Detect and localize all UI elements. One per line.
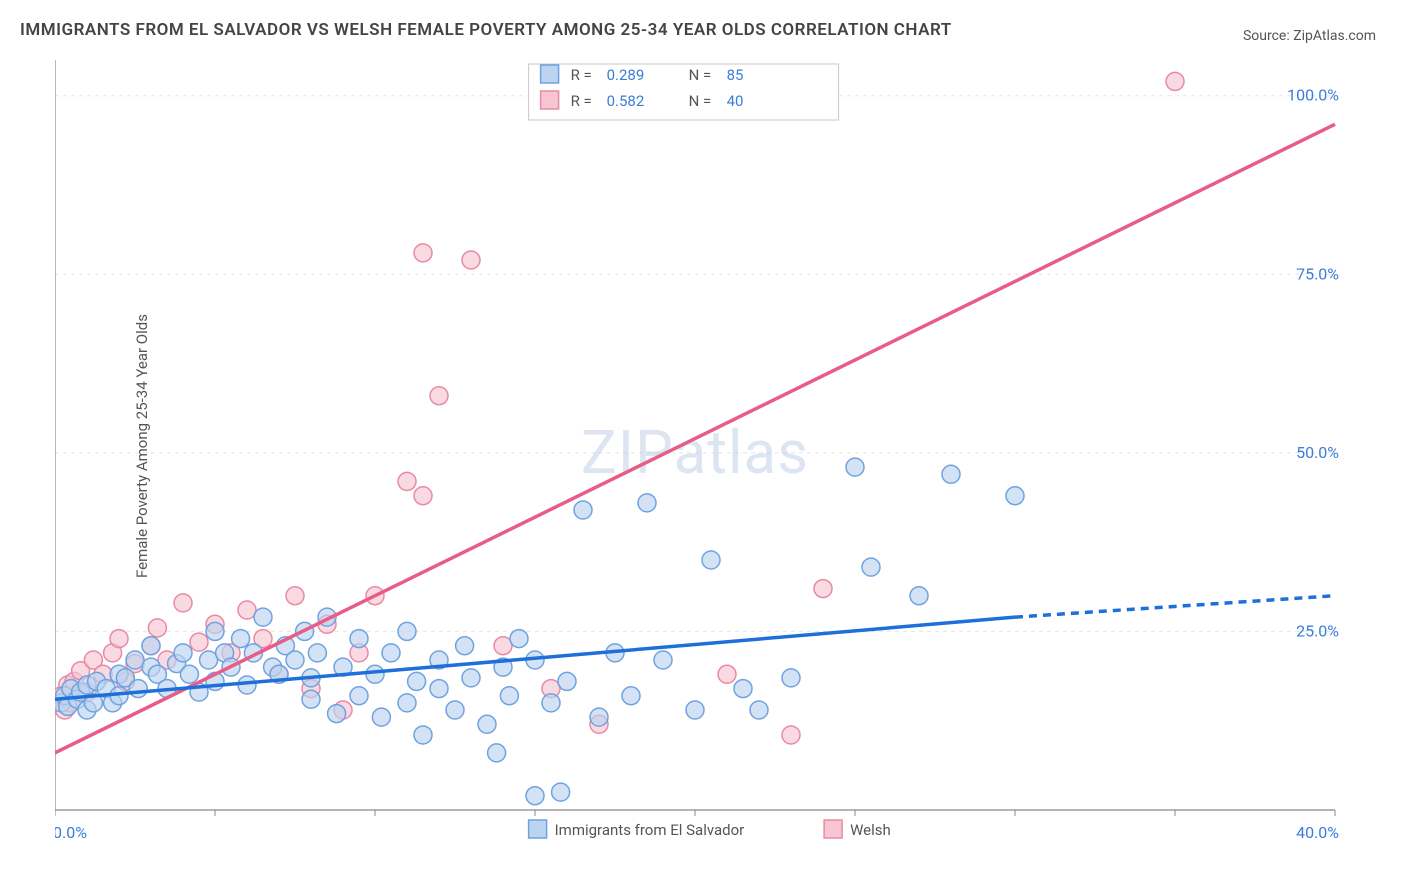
chart-title: IMMIGRANTS FROM EL SALVADOR VS WELSH FEM… bbox=[20, 20, 952, 40]
svg-text:N =: N = bbox=[689, 92, 712, 110]
svg-text:0.289: 0.289 bbox=[607, 66, 645, 84]
svg-text:100.0%: 100.0% bbox=[1287, 86, 1339, 105]
source-prefix: Source: bbox=[1243, 28, 1293, 44]
svg-text:40.0%: 40.0% bbox=[1296, 823, 1339, 842]
svg-text:75.0%: 75.0% bbox=[1296, 264, 1339, 283]
svg-text:R =: R = bbox=[571, 66, 592, 84]
source-attribution: Source: ZipAtlas.com bbox=[1243, 28, 1376, 44]
svg-text:Welsh: Welsh bbox=[850, 821, 891, 839]
svg-text:85: 85 bbox=[727, 66, 744, 84]
source-link[interactable]: ZipAtlas.com bbox=[1293, 28, 1376, 44]
svg-text:50.0%: 50.0% bbox=[1296, 443, 1339, 462]
svg-text:0.582: 0.582 bbox=[607, 92, 645, 110]
svg-text:N =: N = bbox=[689, 66, 712, 84]
svg-text:Immigrants from El Salvador: Immigrants from El Salvador bbox=[555, 821, 745, 839]
scatter-svg: 25.0%50.0%75.0%100.0%0.0%40.0%ZIPatlasR … bbox=[55, 60, 1375, 850]
svg-text:25.0%: 25.0% bbox=[1296, 621, 1339, 640]
svg-text:R =: R = bbox=[571, 92, 592, 110]
svg-text:40: 40 bbox=[727, 92, 744, 110]
chart-plot: 25.0%50.0%75.0%100.0%0.0%40.0%ZIPatlasR … bbox=[55, 60, 1375, 830]
svg-text:0.0%: 0.0% bbox=[55, 823, 87, 842]
